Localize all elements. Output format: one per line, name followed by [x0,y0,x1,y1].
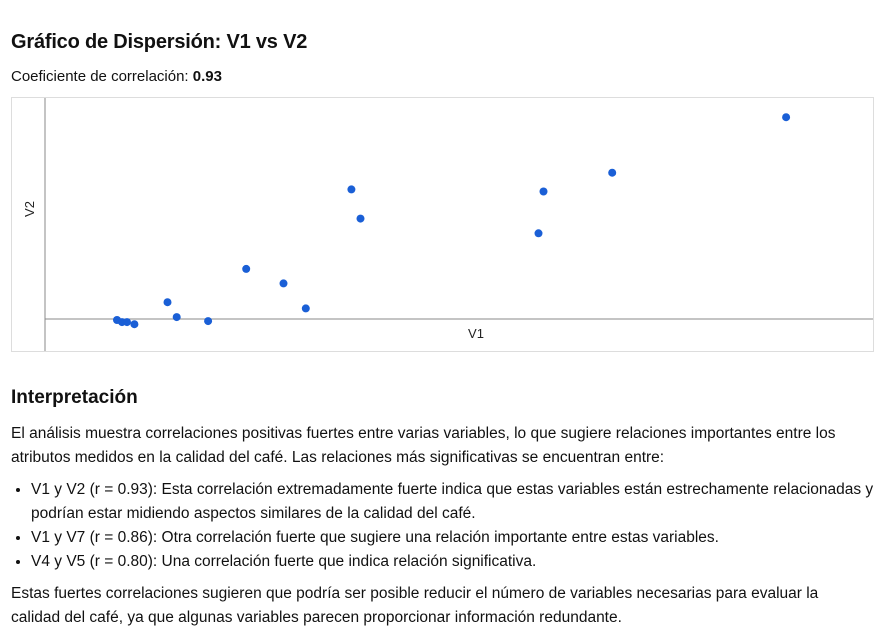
data-point-16 [782,113,791,122]
finding-item: V1 y V7 (r = 0.86): Otra correlación fue… [31,526,888,550]
correlation-line: Coeficiente de correlación: 0.93 [11,68,222,85]
data-point-12 [356,214,365,223]
finding-item: V4 y V5 (r = 0.80): Una correlación fuer… [31,550,888,574]
data-point-5 [163,298,172,307]
correlation-value: 0.93 [192,68,222,85]
y-axis-label: V2 [22,201,37,217]
findings-list: V1 y V2 (r = 0.93): Esta correlación ext… [11,478,888,574]
data-point-10 [301,304,310,313]
data-point-15 [608,168,617,177]
data-point-4 [130,320,139,329]
data-point-3 [123,318,131,327]
x-axis-label: V1 [468,326,484,341]
interpretation-closing: Estas fuertes correlaciones sugieren que… [11,585,819,626]
data-point-14 [539,187,548,196]
interpretation-heading: Interpretación [11,387,138,408]
data-point-6 [172,313,181,322]
page-title: Gráfico de Dispersión: V1 vs V2 [11,31,308,53]
correlation-label: Coeficiente de correlación: [11,68,193,85]
data-points [113,113,791,329]
data-point-11 [347,185,356,194]
scatter-plot-svg: V1 V2 [22,98,873,351]
interpretation-intro: El análisis muestra correlaciones positi… [11,425,836,466]
data-point-7 [204,317,213,326]
data-point-9 [279,279,288,288]
finding-item: V1 y V2 (r = 0.93): Esta correlación ext… [31,478,888,526]
data-point-8 [242,264,251,273]
data-point-13 [534,229,543,238]
scatter-chart: V1 V2 [11,97,874,352]
